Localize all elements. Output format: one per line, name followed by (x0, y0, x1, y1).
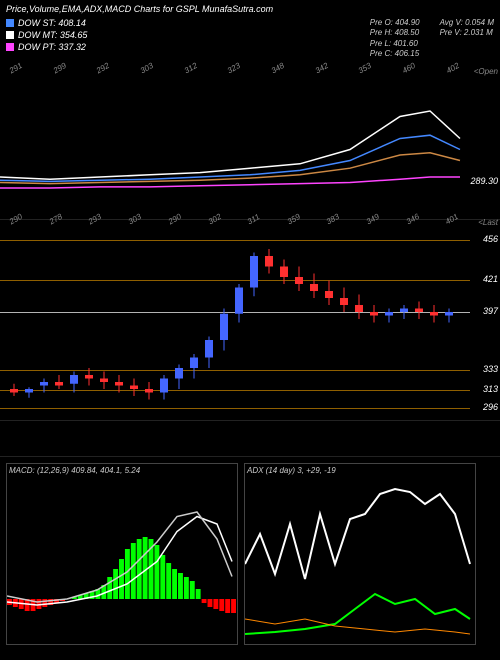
volume-stats: Avg V: 0.054 MPre V: 2.031 M (440, 18, 494, 60)
legend-label: DOW PT: 337.32 (18, 42, 86, 52)
adx-header: ADX (14 day) 3, +29, -19 (247, 466, 336, 475)
legend-swatch (6, 43, 14, 51)
candlestick-panel: 290278293303290302311359383349346401 <La… (0, 220, 500, 421)
legend-item: DOW MT: 354.65 (6, 30, 370, 40)
panel1-y-marker: 289.30 (470, 176, 498, 186)
legend-swatch (6, 19, 14, 27)
ema-price-panel: 291299292303312323348342353460402 <Open … (0, 69, 500, 220)
price-level-label: 421 (483, 274, 498, 284)
legend-item: DOW ST: 408.14 (6, 18, 370, 28)
panel2-corner: <Last (478, 218, 498, 227)
legend-label: DOW ST: 408.14 (18, 18, 86, 28)
price-level-label: 397 (483, 306, 498, 316)
chart-header: Price,Volume,EMA,ADX,MACD Charts for GSP… (0, 0, 500, 64)
adx-panel: ADX (14 day) 3, +29, -19 (244, 463, 476, 645)
price-level-label: 456 (483, 234, 498, 244)
ohlc-stats: Pre O: 404.90Pre H: 408.50Pre L: 401.60P… (370, 18, 420, 60)
macd-panel: MACD: (12,26,9) 409.84, 404.1, 5.24 (6, 463, 238, 645)
legend-swatch (6, 31, 14, 39)
legend-block: DOW ST: 408.14 DOW MT: 354.65 DOW PT: 337.… (6, 18, 370, 60)
panel1-corner: <Open (474, 67, 498, 76)
chart-title: Price,Volume,EMA,ADX,MACD Charts for GSP… (6, 4, 494, 14)
price-level-label: 313 (483, 384, 498, 394)
legend-item: DOW PT: 337.32 (6, 42, 370, 52)
spacer-panel (0, 421, 500, 457)
price-level-label: 296 (483, 402, 498, 412)
macd-header: MACD: (12,26,9) 409.84, 404.1, 5.24 (9, 466, 140, 475)
legend-label: DOW MT: 354.65 (18, 30, 87, 40)
price-level-label: 333 (483, 364, 498, 374)
indicator-panels: MACD: (12,26,9) 409.84, 404.1, 5.24 ADX … (0, 457, 500, 651)
